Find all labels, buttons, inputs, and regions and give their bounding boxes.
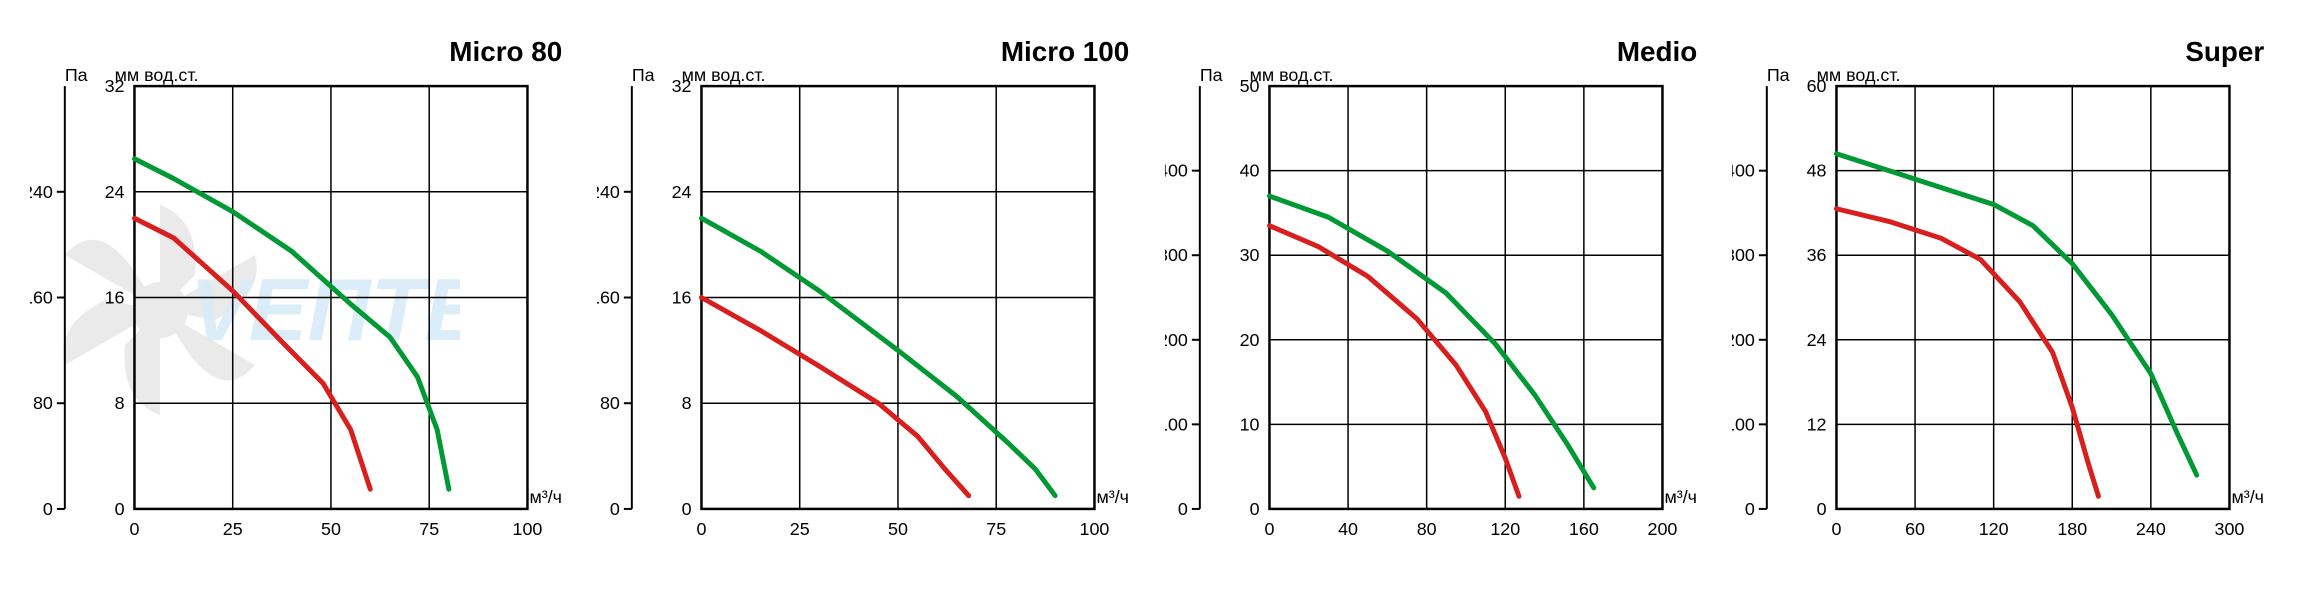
series-line-1 (134, 218, 370, 489)
xtick-label: 25 (223, 519, 243, 539)
xlabel: м³/ч (529, 487, 562, 507)
ytick-right-label: 16 (105, 287, 125, 307)
ytick-right-label: 8 (682, 393, 692, 413)
ylabel-right: мм вод.ст. (1816, 65, 1900, 85)
ytick-right-label: 20 (1239, 330, 1259, 350)
chart-title: Micro 100 (1001, 36, 1129, 67)
chart-title: Medio (1616, 36, 1696, 67)
ylabel-left: Па (65, 65, 88, 85)
xtick-label: 40 (1338, 519, 1358, 539)
xtick-label: 80 (1416, 519, 1436, 539)
ytick-right-label: 24 (672, 182, 692, 202)
xtick-label: 200 (1647, 519, 1677, 539)
series-line-0 (134, 159, 448, 489)
chart-super: Super Па мм вод.ст. 0 100 200 300 400 0 12 24 36 48 6… (1732, 20, 2269, 580)
ytick-left-label: 240 (597, 182, 620, 202)
series-line-0 (702, 218, 1056, 495)
xtick-label: 75 (419, 519, 439, 539)
ytick-left-label: 160 (597, 287, 620, 307)
ytick-right-label: 32 (105, 76, 125, 96)
ytick-right-label: 40 (1239, 161, 1259, 181)
ytick-right-label: 24 (105, 182, 125, 202)
ytick-right-label: 24 (1806, 330, 1826, 350)
ytick-right-label: 0 (1816, 499, 1826, 519)
ytick-right-label: 0 (1249, 499, 1259, 519)
xtick-label: 25 (790, 519, 810, 539)
ytick-right-label: 0 (115, 499, 125, 519)
xlabel: м³/ч (1097, 487, 1130, 507)
chart-title: Micro 80 (449, 36, 562, 67)
chart-micro-100: Micro 100 Па мм вод.ст. 0 80 160 240 0 8 16 24 32 0 2… (597, 20, 1134, 580)
xtick-label: 120 (1490, 519, 1520, 539)
plot-border (1269, 86, 1662, 509)
xtick-label: 100 (1080, 519, 1110, 539)
ytick-left-label: 200 (1732, 330, 1755, 350)
ytick-right-label: 60 (1806, 76, 1826, 96)
ytick-right-label: 8 (115, 393, 125, 413)
ylabel-right: мм вод.ст. (115, 65, 199, 85)
ytick-left-label: 400 (1165, 161, 1188, 181)
charts-container: VEПTEL Micro 80Памм вод.ст.0801602400816… (0, 0, 2299, 600)
ytick-right-label: 30 (1239, 245, 1259, 265)
ytick-left-label: 200 (1165, 330, 1188, 350)
ytick-left-label: 100 (1732, 414, 1755, 434)
plot-border (1836, 86, 2229, 509)
xtick-label: 50 (888, 519, 908, 539)
ytick-left-label: 0 (43, 499, 53, 519)
xtick-label: 240 (2136, 519, 2166, 539)
xtick-label: 0 (1264, 519, 1274, 539)
chart-title: Super (2185, 36, 2264, 67)
xtick-label: 160 (1568, 519, 1598, 539)
ytick-left-label: 300 (1732, 245, 1755, 265)
xtick-label: 0 (129, 519, 139, 539)
ytick-right-label: 50 (1239, 76, 1259, 96)
ytick-left-label: 240 (30, 182, 53, 202)
xtick-label: 60 (1905, 519, 1925, 539)
ytick-left-label: 80 (33, 393, 53, 413)
ytick-left-label: 0 (1745, 499, 1755, 519)
ytick-right-label: 0 (682, 499, 692, 519)
xtick-label: 75 (987, 519, 1007, 539)
xtick-label: 180 (2057, 519, 2087, 539)
xtick-label: 120 (1978, 519, 2008, 539)
ytick-left-label: 0 (610, 499, 620, 519)
xtick-label: 50 (321, 519, 341, 539)
ylabel-left: Па (1199, 65, 1222, 85)
chart-medio: MedioПамм вод.ст.01002003004000102030405… (1165, 20, 1702, 580)
xtick-label: 0 (1831, 519, 1841, 539)
xlabel: м³/ч (1664, 487, 1697, 507)
xtick-label: 0 (697, 519, 707, 539)
ytick-left-label: 160 (30, 287, 53, 307)
series-line-0 (1836, 154, 2196, 475)
ylabel-right: мм вод.ст. (1249, 65, 1333, 85)
ylabel-left: Па (1767, 65, 1790, 85)
xtick-label: 100 (513, 519, 543, 539)
ytick-left-label: 80 (600, 393, 620, 413)
xtick-label: 300 (2214, 519, 2244, 539)
series-line-1 (702, 298, 969, 496)
ylabel-left: Па (632, 65, 655, 85)
ytick-left-label: 300 (1165, 245, 1188, 265)
series-line-1 (1269, 226, 1519, 497)
ytick-right-label: 36 (1806, 245, 1826, 265)
series-line-0 (1269, 196, 1593, 488)
ytick-left-label: 100 (1165, 414, 1188, 434)
ytick-left-label: 0 (1177, 499, 1187, 519)
ytick-right-label: 10 (1239, 414, 1259, 434)
xlabel: м³/ч (2231, 487, 2264, 507)
ytick-right-label: 32 (672, 76, 692, 96)
ytick-right-label: 48 (1806, 161, 1826, 181)
ytick-right-label: 16 (672, 287, 692, 307)
ylabel-right: мм вод.ст. (682, 65, 766, 85)
chart-micro-80: Micro 80 Па мм вод.ст. 0 80 160 240 0 8 16 24 32 0 25… (30, 20, 567, 580)
ytick-right-label: 12 (1806, 414, 1826, 434)
ytick-left-label: 400 (1732, 161, 1755, 181)
